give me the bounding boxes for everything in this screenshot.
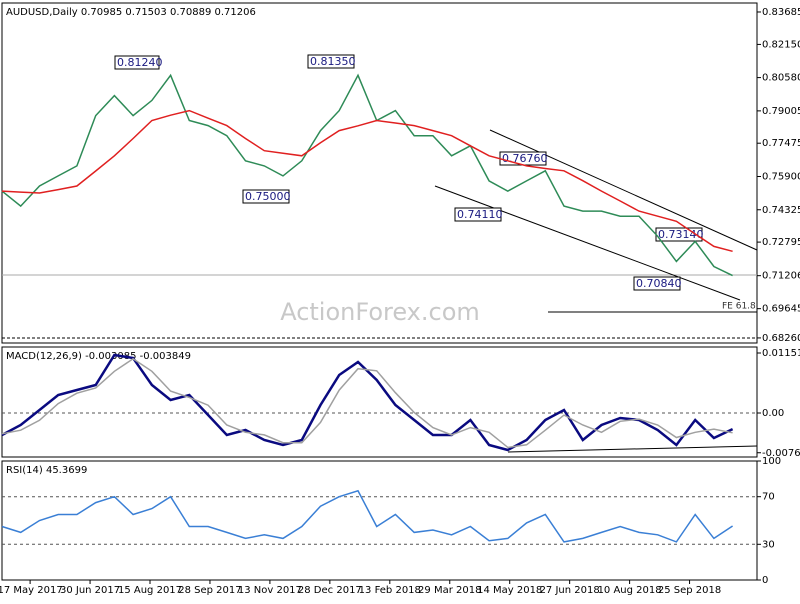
- x-tick-label: 25 Sep 2018: [658, 585, 721, 596]
- y-tick-label: 100: [762, 456, 781, 467]
- y-tick-label: 0: [762, 575, 768, 586]
- annotation-box: [633, 276, 681, 291]
- rsi-panel: [1, 460, 758, 581]
- x-tick-label: 13 Nov 2017: [238, 585, 302, 596]
- x-tick-label: 10 Aug 2018: [598, 585, 662, 596]
- series-line: [1, 353, 734, 452]
- macd-panel: [1, 346, 758, 458]
- y-tick-label: 0.77475: [762, 138, 800, 149]
- y-tick-label: 0.74325: [762, 205, 800, 216]
- price-panel: [1, 2, 758, 344]
- y-tick-label: 0.011517: [762, 348, 800, 359]
- y-tick-label: 0.80580: [762, 73, 800, 84]
- y-tick-label: 0.69645: [762, 304, 800, 315]
- channel-top: [489, 129, 758, 251]
- panel-title: AUDUSD,Daily 0.70985 0.71503 0.70889 0.7…: [6, 7, 256, 18]
- series-line: [1, 73, 733, 277]
- y-tick-label: 0.68260: [762, 333, 800, 344]
- x-tick-label: 13 Feb 2018: [359, 585, 421, 596]
- y-tick-label: 0.82150: [762, 39, 800, 50]
- y-tick-label: -0.007634: [762, 448, 800, 459]
- x-tick-label: 29 Mar 2018: [418, 585, 481, 596]
- y-tick-label: 30: [762, 539, 775, 550]
- series-line: [1, 489, 734, 543]
- annotation-box: [454, 207, 502, 222]
- annotations: 0.81240 0.81350 0.75000 0.74110 0.76760 …: [114, 54, 756, 312]
- annotation: 0.81240: [117, 56, 163, 69]
- annotation-box: [242, 189, 290, 204]
- y-tick-label: 0.75900: [762, 171, 800, 182]
- annotation: 0.70840: [636, 277, 682, 290]
- y-tick-label: 0.71206: [762, 271, 800, 282]
- x-tick-label: 14 May 2018: [477, 585, 542, 596]
- annotation-box: [307, 54, 355, 69]
- y-tick-label: 0.83685: [762, 7, 800, 18]
- y-tick-label: 0.00: [762, 408, 784, 419]
- series-line: [1, 109, 733, 253]
- x-tick-label: 28 Dec 2017: [298, 585, 362, 596]
- annotation: 0.81350: [310, 55, 356, 68]
- x-tick-label: 17 May 2017: [0, 585, 63, 596]
- series-line: [1, 357, 733, 449]
- channel-bottom: [434, 185, 741, 301]
- y-tick-label: 70: [762, 492, 775, 503]
- y-tick-label: 0.79005: [762, 106, 800, 117]
- annotation: FE 61.8: [722, 302, 756, 312]
- annotation-box: [114, 55, 160, 70]
- x-tick-label: 30 Jun 2017: [60, 585, 120, 596]
- y-tick-label: 0.72795: [762, 237, 800, 248]
- x-tick-label: 27 Jun 2018: [540, 585, 600, 596]
- x-tick-label: 28 Sep 2017: [178, 585, 241, 596]
- annotation: 0.75000: [245, 190, 291, 203]
- panel-title: MACD(12,26,9) -0.003085 -0.003849: [6, 351, 191, 362]
- x-tick-label: 15 Aug 2017: [118, 585, 182, 596]
- panel-title: RSI(14) 45.3699: [6, 465, 87, 476]
- macd-trend: [507, 445, 758, 453]
- annotation: 0.76760: [502, 152, 548, 165]
- annotation: 0.74110: [457, 208, 503, 221]
- watermark: ActionForex.com: [280, 298, 480, 326]
